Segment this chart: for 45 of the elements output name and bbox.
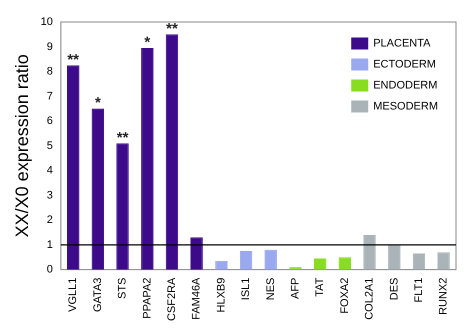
annotation: * xyxy=(144,34,150,51)
x-tick-label: DES xyxy=(388,278,400,300)
y-tick-label: 7 xyxy=(46,90,53,102)
x-tick-label: GATA3 xyxy=(92,278,104,312)
legend-label: ENDODERM xyxy=(373,80,438,92)
y-tick-label: 8 xyxy=(46,66,53,78)
legend-label: ECTODERM xyxy=(373,58,436,71)
x-tick-label: CSF2RA xyxy=(166,276,178,322)
y-tick-label: 2 xyxy=(46,214,53,226)
bar xyxy=(166,34,178,270)
y-tick-label: 5 xyxy=(46,140,53,152)
x-tick-label: TAT xyxy=(314,277,326,297)
x-tick-label: FLT1 xyxy=(412,278,425,302)
x-tick-label: AFP xyxy=(289,278,302,300)
y-tick-label: 3 xyxy=(46,189,53,202)
x-tick-label: VGLL1 xyxy=(67,278,80,312)
y-axis-title: XX/X0 expression ratio xyxy=(12,54,32,238)
annotation: ** xyxy=(116,129,129,146)
annotation: * xyxy=(94,94,101,112)
y-tick-label: 9 xyxy=(46,40,53,53)
y-tick-label: 1 xyxy=(46,238,53,251)
legend-label: PLACENTA xyxy=(373,38,432,50)
y-tick-label: 6 xyxy=(46,115,53,128)
bar xyxy=(141,48,154,270)
x-tick-label: FOXA2 xyxy=(338,278,351,314)
y-tick-label: 10 xyxy=(40,16,53,28)
legend-label: MESODERM xyxy=(373,100,438,113)
bar xyxy=(388,244,400,270)
x-tick-label: COL2A1 xyxy=(364,278,376,320)
x-tick-label: ISL1 xyxy=(240,278,252,300)
x-tick-label: NES xyxy=(264,278,277,300)
y-tick-label: 4 xyxy=(46,164,53,177)
x-tick-label: RUNX2 xyxy=(438,278,450,315)
x-tick-label: STS xyxy=(116,278,129,300)
bar xyxy=(363,234,376,270)
bar xyxy=(92,108,104,270)
bar xyxy=(190,237,203,270)
annotation: ** xyxy=(67,51,80,68)
x-tick-label: PPAPA2 xyxy=(141,278,154,319)
annotation: ** xyxy=(166,20,178,38)
x-tick-label: HLXB9 xyxy=(215,278,228,312)
x-tick-label: FAM46A xyxy=(190,276,203,320)
bar xyxy=(67,65,80,270)
bar xyxy=(116,143,129,270)
y-tick-label: 0 xyxy=(46,264,53,276)
